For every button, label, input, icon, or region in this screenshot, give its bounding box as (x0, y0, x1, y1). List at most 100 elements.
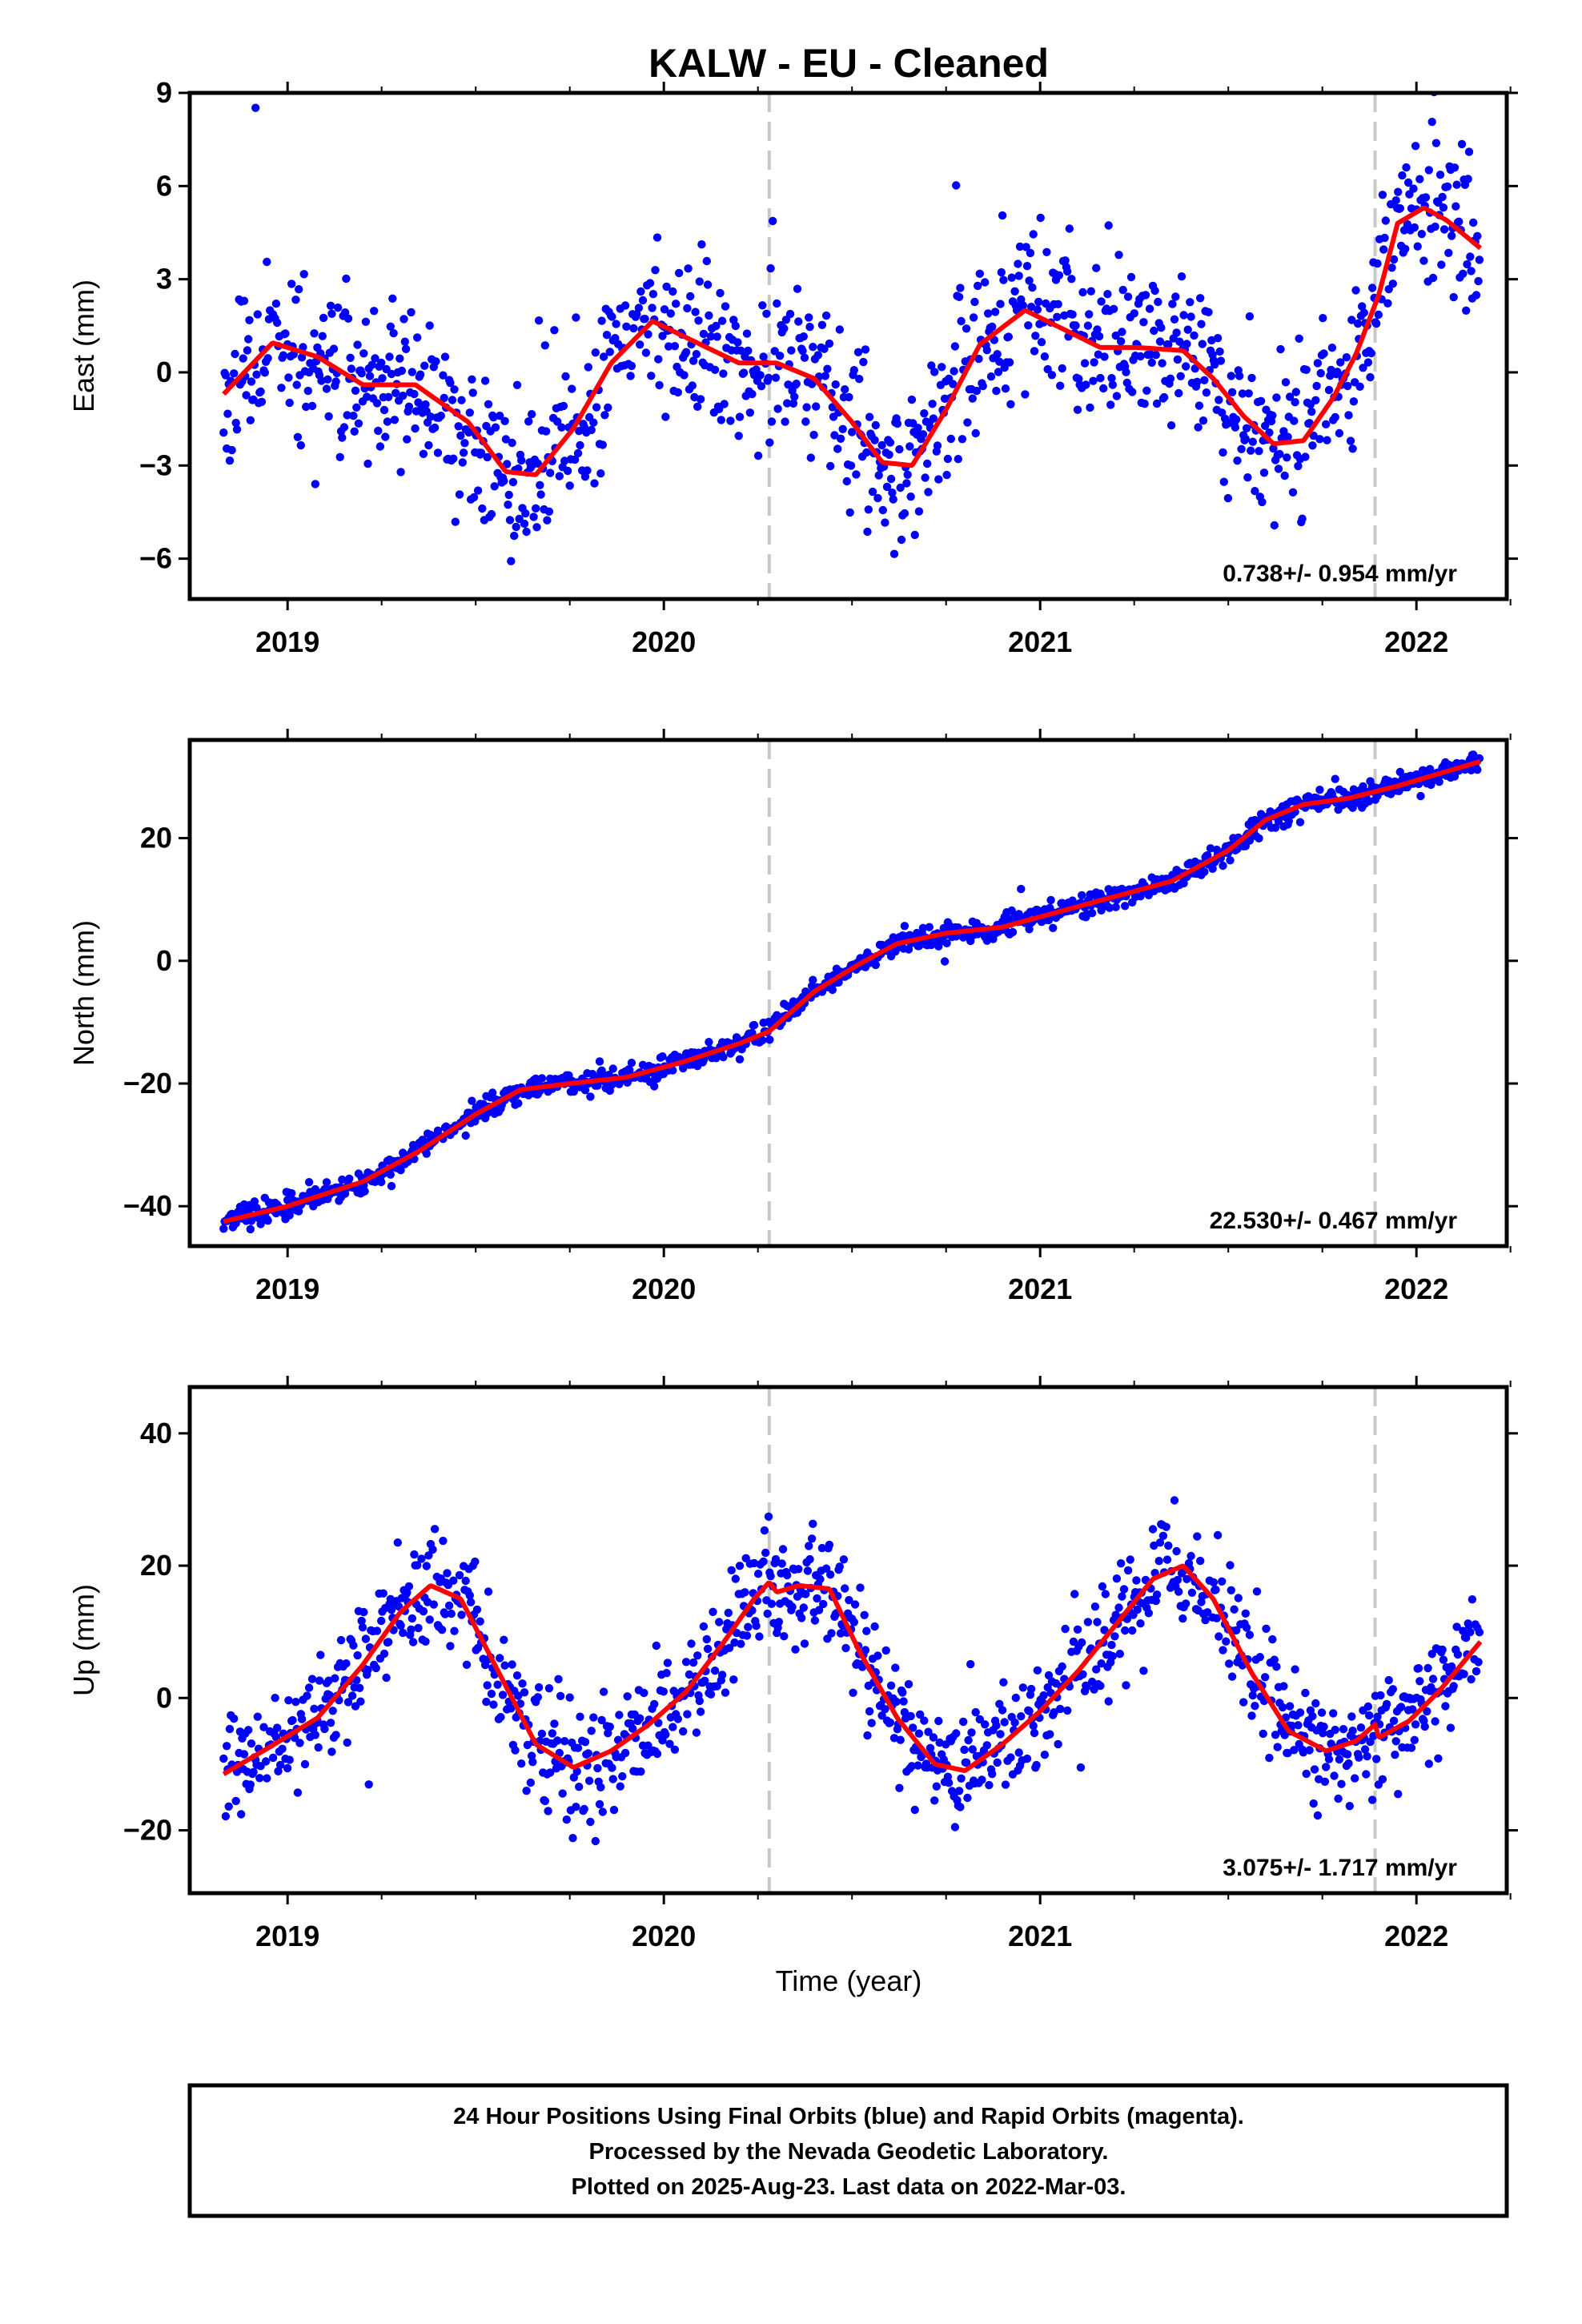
up-data-point (295, 1739, 304, 1747)
east-data-point (260, 368, 269, 377)
up-xtick-label: 2019 (255, 1920, 319, 1952)
east-data-point (319, 313, 328, 323)
east-data-point (451, 517, 460, 526)
east-data-point (342, 274, 351, 283)
east-data-point (821, 372, 830, 380)
up-data-point (817, 1543, 827, 1553)
east-data-point (1067, 275, 1076, 283)
up-data-point (816, 1574, 825, 1584)
up-data-point (356, 1697, 365, 1706)
east-data-point (1274, 464, 1283, 473)
up-data-point (1203, 1608, 1212, 1617)
up-data-point (904, 1679, 913, 1689)
east-data-point (870, 436, 879, 444)
east-data-point (385, 352, 394, 361)
north-data-point (1200, 867, 1209, 876)
up-data-point (934, 1716, 943, 1726)
up-fit-curve (222, 1563, 1483, 1776)
east-data-point (534, 316, 544, 325)
east-data-point (958, 435, 967, 444)
east-data-point (354, 419, 363, 428)
east-data-point (1029, 230, 1038, 239)
up-data-point (1110, 1632, 1119, 1641)
east-data-point (1111, 331, 1120, 340)
east-data-point (1327, 344, 1337, 352)
east-data-point (465, 408, 474, 417)
east-data-point (565, 481, 574, 490)
east-data-point (1096, 373, 1105, 383)
east-data-point (559, 401, 568, 411)
east-data-point (753, 451, 763, 460)
up-data-point (909, 1723, 917, 1732)
east-data-point (432, 357, 440, 366)
east-data-point (836, 434, 845, 443)
east-data-point (1474, 276, 1483, 286)
east-data-point (1449, 292, 1458, 302)
east-data-point (324, 412, 333, 421)
up-data-point (1030, 1728, 1039, 1738)
east-data-point (1107, 374, 1116, 383)
east-data-point (448, 396, 457, 404)
east-data-point (1141, 291, 1150, 300)
east-data-point (533, 459, 542, 468)
up-data-point (763, 1609, 772, 1618)
up-xtick-label: 2020 (632, 1920, 696, 1952)
east-data-point (397, 366, 407, 376)
up-data-point (881, 1705, 889, 1714)
up-data-point (1330, 1771, 1339, 1780)
east-data-point (449, 454, 458, 463)
up-data-point (849, 1688, 857, 1697)
east-data-point (491, 423, 500, 432)
east-data-point (1343, 381, 1352, 391)
east-data-point (1215, 347, 1224, 356)
up-data-point (225, 1724, 235, 1734)
up-data-point (387, 1606, 396, 1614)
north-data-point (514, 1099, 523, 1108)
up-data-point (910, 1805, 919, 1815)
up-data-point (1151, 1596, 1161, 1606)
east-data-point (805, 313, 813, 322)
up-data-point (1123, 1566, 1133, 1575)
east-data-point (882, 482, 892, 492)
east-data-point (1147, 358, 1156, 367)
east-data-point (1359, 364, 1367, 372)
east-data-point (221, 371, 231, 380)
east-data-point (1227, 372, 1236, 380)
east-data-point (490, 482, 499, 491)
east-data-point (263, 354, 272, 363)
up-data-point (863, 1731, 872, 1740)
up-data-point (544, 1807, 552, 1815)
up-data-point (1073, 1625, 1082, 1634)
east-data-point (1128, 388, 1137, 396)
up-data-point (1078, 1670, 1087, 1679)
east-data-point (641, 348, 651, 357)
east-data-point (292, 380, 301, 389)
east-rate-label: 0.738+/- 0.954 mm/yr (1223, 561, 1457, 587)
east-data-point (983, 309, 993, 318)
up-data-point (410, 1550, 419, 1559)
up-data-point (616, 1782, 624, 1791)
up-data-point (1265, 1753, 1274, 1763)
east-data-point (686, 292, 695, 301)
east-data-point (713, 332, 721, 341)
east-data-point (227, 445, 236, 455)
east-data-point (1058, 364, 1066, 373)
east-data-point (1010, 287, 1019, 296)
east-data-point (384, 392, 393, 401)
east-data-point (339, 423, 349, 432)
east-data-point (1068, 310, 1077, 319)
east-data-point (399, 392, 408, 400)
east-data-point (1473, 231, 1482, 240)
east-panel: −6 −3 0 3 6 9 2019 2020 2021 2022 East (mm) 0.738+/… (67, 76, 1518, 658)
up-data-point (1452, 1622, 1461, 1631)
east-data-point (359, 349, 368, 358)
up-data-point (1355, 1753, 1363, 1762)
up-data-point (724, 1608, 733, 1618)
east-data-point (864, 505, 873, 514)
up-data-point (764, 1512, 773, 1522)
east-data-point (1056, 381, 1065, 390)
up-data-point (310, 1704, 319, 1713)
up-data-point (742, 1631, 752, 1640)
east-data-point (1309, 431, 1318, 440)
